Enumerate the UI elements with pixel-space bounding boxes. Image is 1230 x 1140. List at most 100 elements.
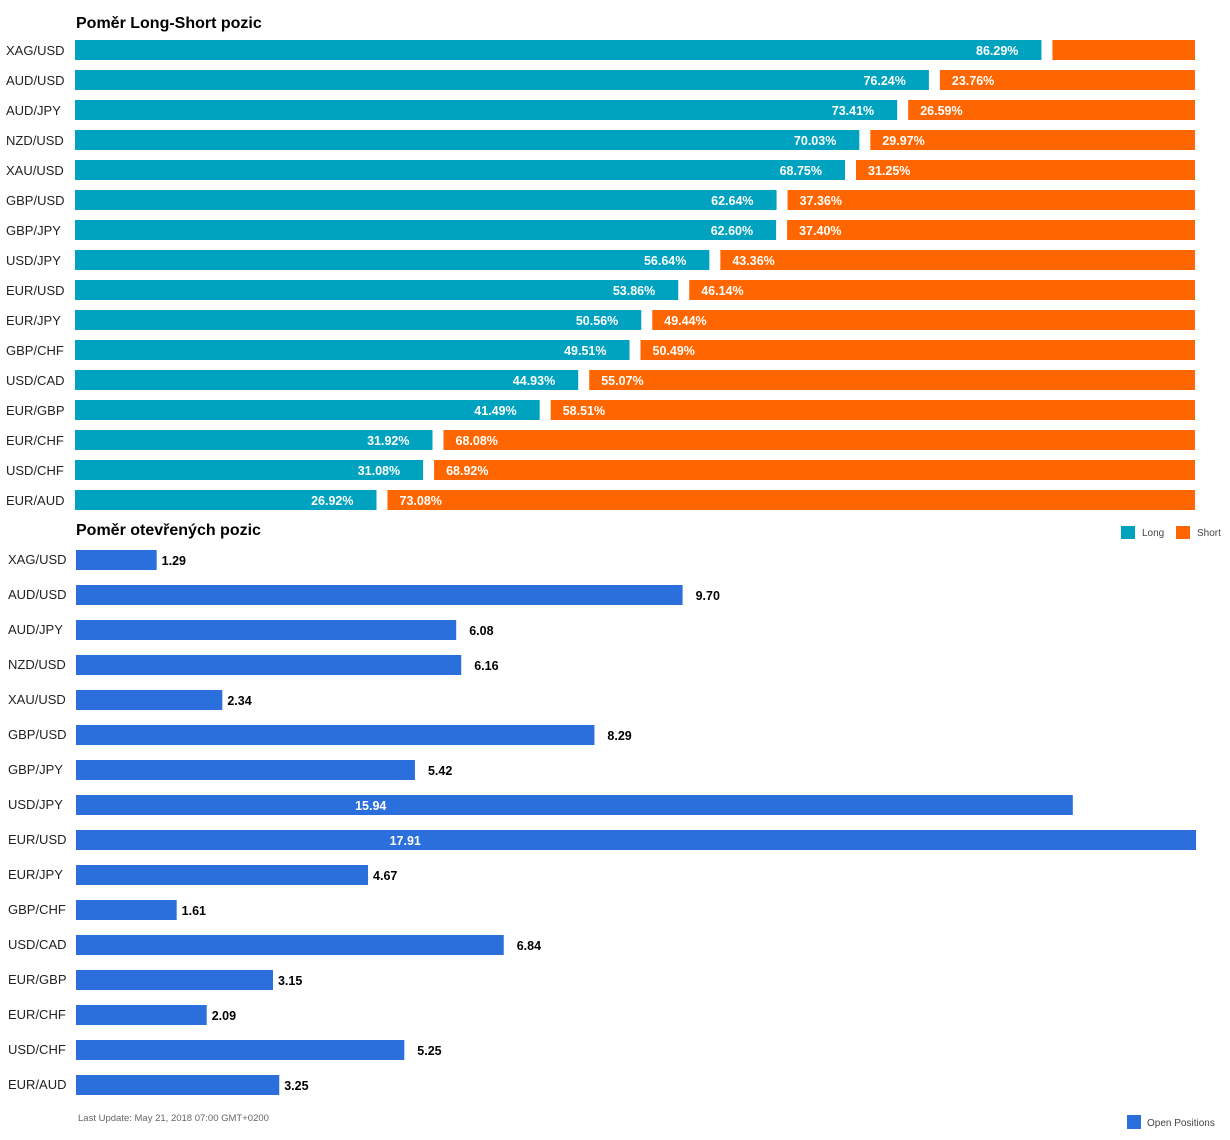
long-bar-eur-jpy — [75, 310, 642, 330]
short-bar-gbp-usd — [787, 190, 1195, 210]
long-value-label-eur-jpy: 50.56% — [576, 314, 618, 328]
short-value-label-eur-chf: 68.08% — [456, 434, 498, 448]
category-label-xau-usd: XAU/USD — [6, 163, 64, 178]
open-positions-value-label-aud-jpy: 6.08 — [469, 624, 493, 638]
short-bar-xag-usd — [1052, 40, 1195, 60]
short-value-label-eur-jpy: 49.44% — [664, 314, 706, 328]
long-value-label-gbp-chf: 49.51% — [564, 344, 606, 358]
short-bar-eur-jpy — [652, 310, 1195, 330]
long-value-label-eur-usd: 53.86% — [613, 284, 655, 298]
open-positions-value-label-usd-chf: 5.25 — [417, 1044, 441, 1058]
open-positions-value-label-eur-gbp: 3.15 — [278, 974, 302, 988]
category-label-eur-aud: EUR/AUD — [8, 1077, 67, 1092]
long-bar-usd-chf — [75, 460, 424, 480]
category-label-gbp-chf: GBP/CHF — [8, 902, 66, 917]
open-positions-bars: XAG/USD 1.29 AUD/USD 9.70 AUD/JPY 6.08 NZD/USD… — [8, 550, 1196, 1095]
category-label-usd-chf: USD/CHF — [6, 463, 64, 478]
long-value-label-usd-cad: 44.93% — [513, 374, 555, 388]
short-value-label-gbp-jpy: 37.40% — [799, 224, 841, 238]
short-bar-eur-gbp — [550, 400, 1195, 420]
last-update-text: Last Update: May 21, 2018 07:00 GMT+0200 — [78, 1113, 269, 1124]
category-label-eur-gbp: EUR/GBP — [6, 403, 65, 418]
long-value-label-aud-jpy: 73.41% — [832, 104, 874, 118]
open-positions-value-label-eur-jpy: 4.67 — [373, 869, 397, 883]
category-label-eur-usd: EUR/USD — [8, 832, 67, 847]
category-label-gbp-jpy: GBP/JPY — [6, 223, 61, 238]
long-bar-eur-usd — [75, 280, 679, 300]
open-positions-value-label-xau-usd: 2.34 — [227, 694, 251, 708]
category-label-usd-jpy: USD/JPY — [6, 253, 61, 268]
open-positions-value-label-eur-usd: 17.91 — [390, 834, 421, 848]
long-bar-usd-cad — [75, 370, 579, 390]
open-positions-bar-nzd-usd — [76, 655, 462, 675]
open-positions-value-label-eur-aud: 3.25 — [284, 1079, 308, 1093]
open-positions-value-label-eur-chf: 2.09 — [212, 1009, 236, 1023]
short-bar-eur-chf — [443, 430, 1195, 450]
category-label-usd-cad: USD/CAD — [6, 373, 65, 388]
category-label-gbp-chf: GBP/CHF — [6, 343, 64, 358]
open-positions-value-label-gbp-chf: 1.61 — [182, 904, 206, 918]
long-value-label-gbp-jpy: 62.60% — [711, 224, 753, 238]
long-value-label-nzd-usd: 70.03% — [794, 134, 836, 148]
short-bar-gbp-jpy — [787, 220, 1195, 240]
short-value-label-aud-jpy: 26.59% — [920, 104, 962, 118]
open-positions-value-label-xag-usd: 1.29 — [162, 554, 186, 568]
category-label-nzd-usd: NZD/USD — [6, 133, 64, 148]
short-value-label-eur-usd: 46.14% — [701, 284, 743, 298]
long-value-label-eur-gbp: 41.49% — [474, 404, 516, 418]
open-positions-value-label-gbp-usd: 8.29 — [607, 729, 631, 743]
category-label-usd-jpy: USD/JPY — [8, 797, 63, 812]
long-bar-xag-usd — [75, 40, 1042, 60]
legend-open-positions-label: Open Positions — [1147, 1118, 1215, 1129]
open-positions-bar-gbp-chf — [76, 900, 177, 920]
short-bar-gbp-chf — [640, 340, 1195, 360]
long-bar-xau-usd — [75, 160, 845, 180]
category-label-aud-usd: AUD/USD — [8, 587, 67, 602]
category-label-xag-usd: XAG/USD — [6, 43, 65, 58]
open-positions-value-label-aud-usd: 9.70 — [696, 589, 720, 603]
open-positions-bar-usd-chf — [76, 1040, 405, 1060]
long-value-label-gbp-usd: 62.64% — [711, 194, 753, 208]
open-positions-value-label-gbp-jpy: 5.42 — [428, 764, 452, 778]
short-bar-aud-usd — [939, 70, 1195, 90]
open-positions-bar-usd-cad — [76, 935, 504, 955]
short-bar-eur-usd — [689, 280, 1195, 300]
short-bar-xau-usd — [856, 160, 1195, 180]
long-bar-eur-chf — [75, 430, 433, 450]
category-label-eur-chf: EUR/CHF — [6, 433, 64, 448]
category-label-eur-jpy: EUR/JPY — [8, 867, 63, 882]
short-bar-usd-chf — [434, 460, 1195, 480]
long-bar-aud-jpy — [75, 100, 898, 120]
open-positions-bar-aud-usd — [76, 585, 683, 605]
category-label-aud-usd: AUD/USD — [6, 73, 65, 88]
long-bar-eur-gbp — [75, 400, 540, 420]
legend-open-positions-swatch — [1127, 1115, 1141, 1129]
short-value-label-eur-gbp: 58.51% — [563, 404, 605, 418]
short-value-label-nzd-usd: 29.97% — [882, 134, 924, 148]
category-label-xag-usd: XAG/USD — [8, 552, 67, 567]
open-positions-bar-eur-gbp — [76, 970, 273, 990]
long-bar-eur-aud — [75, 490, 377, 510]
long-value-label-aud-usd: 76.24% — [863, 74, 905, 88]
long-bar-gbp-jpy — [75, 220, 777, 240]
category-label-eur-gbp: EUR/GBP — [8, 972, 67, 987]
short-bar-eur-aud — [387, 490, 1195, 510]
short-value-label-aud-usd: 23.76% — [952, 74, 994, 88]
long-bar-gbp-chf — [75, 340, 630, 360]
category-label-aud-jpy: AUD/JPY — [6, 103, 61, 118]
short-bar-usd-cad — [589, 370, 1195, 390]
open-positions-bar-aud-jpy — [76, 620, 457, 640]
short-value-label-usd-cad: 55.07% — [601, 374, 643, 388]
short-value-label-gbp-usd: 37.36% — [800, 194, 842, 208]
legend-short-swatch — [1176, 526, 1190, 539]
short-value-label-usd-jpy: 43.36% — [732, 254, 774, 268]
open-positions-bar-gbp-usd — [76, 725, 595, 745]
open-positions-bar-gbp-jpy — [76, 760, 415, 780]
category-label-gbp-usd: GBP/USD — [6, 193, 65, 208]
long-short-bars: XAG/USD 86.29% AUD/USD 76.24% 23.76% AUD/JPY 7… — [6, 40, 1195, 510]
short-value-label-gbp-chf: 50.49% — [653, 344, 695, 358]
long-value-label-xag-usd: 86.29% — [976, 44, 1018, 58]
open-positions-value-label-usd-cad: 6.84 — [517, 939, 541, 953]
